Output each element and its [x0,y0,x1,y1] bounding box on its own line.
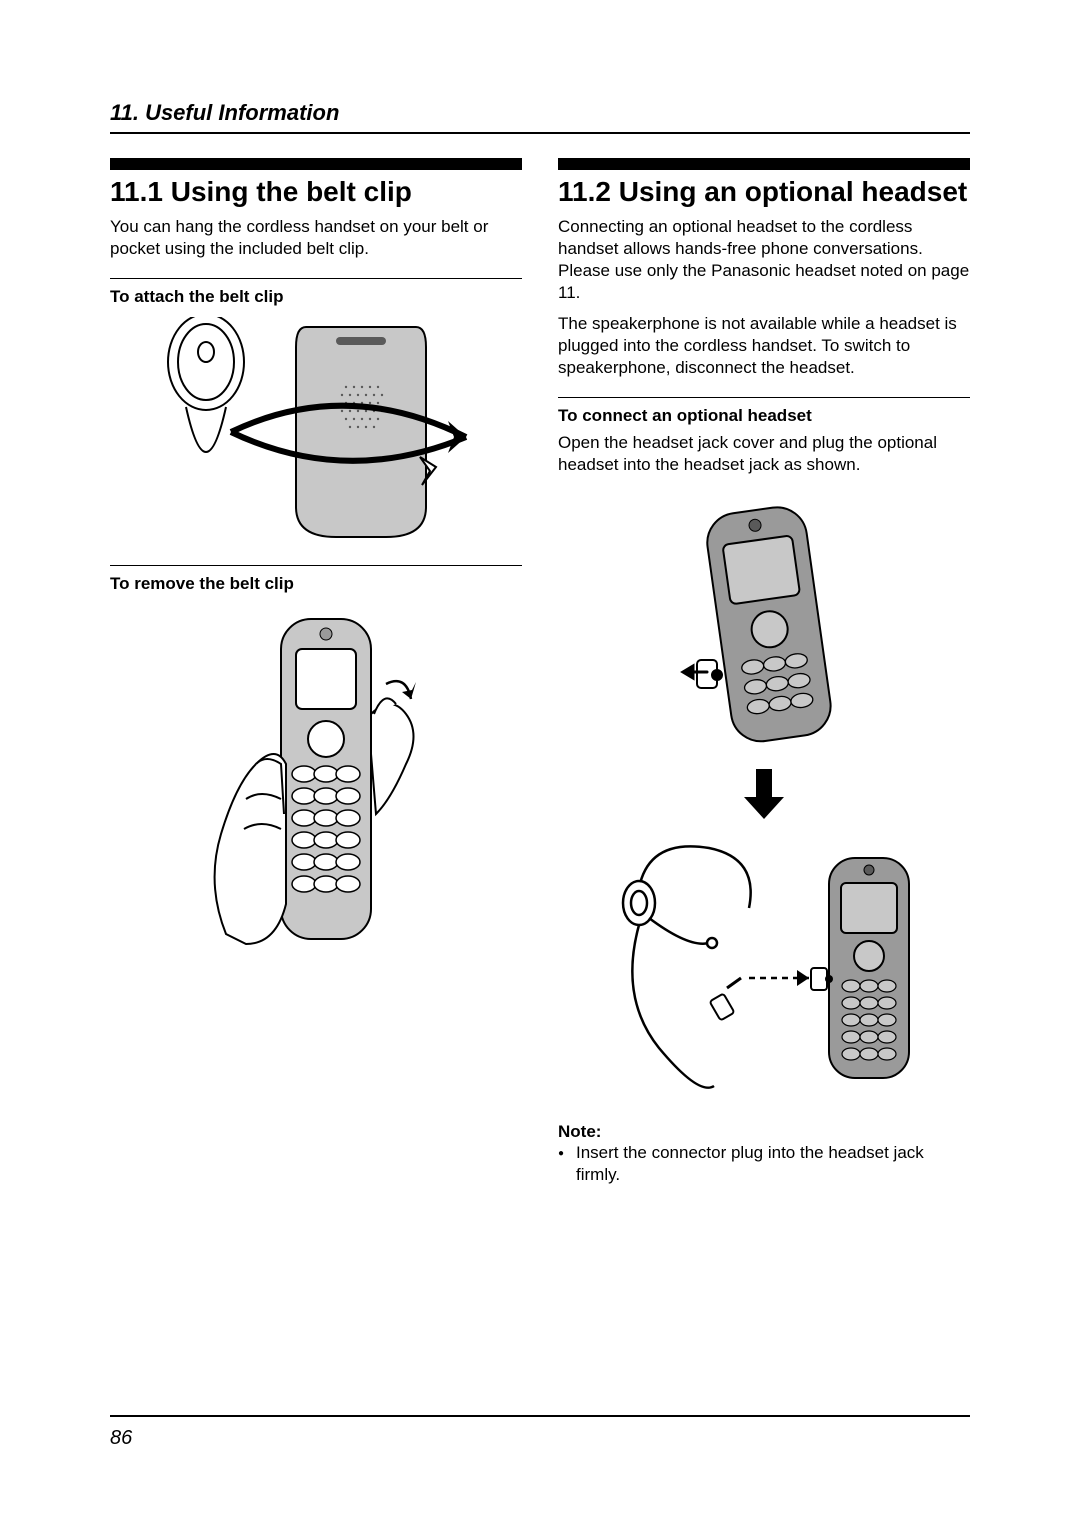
handset-jack-illustration [659,500,869,750]
right-column: 11.2 Using an optional headset Connectin… [558,158,970,1186]
down-arrow-icon [558,764,970,824]
figure-remove-belt-clip [110,604,522,964]
figure-headset-top [558,500,970,750]
connect-instruction: Open the headset jack cover and plug the… [558,432,970,476]
section-bar [110,158,522,170]
note-item: Insert the connector plug into the heads… [576,1142,970,1186]
page-footer: 86 [110,1415,970,1450]
section-title-headset: 11.2 Using an optional headset [558,176,970,208]
two-column-layout: 11.1 Using the belt clip You can hang th… [110,158,970,1186]
belt-clip-remove-illustration [186,604,446,964]
divider [110,565,522,566]
section-title-belt-clip: 11.1 Using the belt clip [110,176,522,208]
headset-paragraph-1: Connecting an optional headset to the co… [558,216,970,304]
subhead-connect-headset: To connect an optional headset [558,406,970,426]
figure-attach-belt-clip [110,317,522,547]
subhead-attach: To attach the belt clip [110,287,522,307]
chapter-header: 11. Useful Information [110,100,970,134]
figure-headset-bottom [558,828,970,1108]
note-list: Insert the connector plug into the heads… [558,1142,970,1186]
headset-paragraph-2: The speakerphone is not available while … [558,313,970,379]
belt-clip-attach-illustration [136,317,496,547]
subhead-remove: To remove the belt clip [110,574,522,594]
intro-paragraph: You can hang the cordless handset on you… [110,216,522,260]
divider [558,397,970,398]
section-bar [558,158,970,170]
divider [110,278,522,279]
headset-plug-illustration [599,828,929,1108]
page-number: 86 [110,1427,132,1449]
note-label: Note: [558,1122,970,1142]
left-column: 11.1 Using the belt clip You can hang th… [110,158,522,1186]
